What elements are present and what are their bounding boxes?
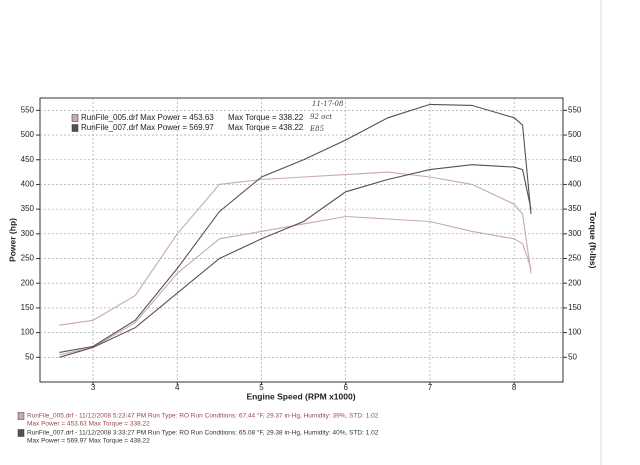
x-tick-label: 6 (343, 383, 348, 392)
y-tick-label: 300 (21, 229, 35, 238)
series-line (59, 103, 532, 353)
x-tick-label: 4 (175, 383, 180, 392)
y-tick-label: 50 (25, 352, 34, 361)
y2-tick-label: 450 (568, 155, 582, 164)
series-line (59, 171, 532, 326)
footer-swatch (17, 429, 25, 437)
y2-tick-label: 350 (568, 204, 582, 213)
x-tick-label: 7 (428, 383, 433, 392)
plot-frame (39, 97, 564, 383)
series-line (59, 164, 532, 358)
legend-torque: Max Torque = 438.22 (228, 123, 304, 132)
y-tick-label: 550 (21, 105, 35, 114)
y2-tick-label: 550 (568, 105, 582, 114)
y2-tick-label: 150 (568, 303, 582, 312)
y2-axis-label: Torque (ft-lbs) (588, 212, 598, 269)
y-tick-label: 350 (21, 204, 35, 213)
x-tick-label: 8 (512, 383, 517, 392)
series-line (59, 215, 532, 356)
legend-swatch (71, 124, 79, 132)
y-tick-label: 250 (21, 254, 35, 263)
y2-tick-label: 300 (568, 229, 582, 238)
y-tick-label: 100 (21, 328, 35, 337)
legend-label: RunFile_005.drf Max Power = 453.63 (81, 113, 214, 122)
y-tick-label: 200 (21, 278, 35, 287)
annotation: 92 oct (310, 113, 332, 121)
legend-label: RunFile_007.drf Max Power = 569.97 (81, 123, 214, 132)
y2-tick-label: 400 (568, 180, 582, 189)
annotation: 11-17-08 (312, 100, 344, 108)
footer-line: Max Power = 569.97 Max Torque = 438.22 (27, 438, 150, 445)
y-axis-label: Power (hp) (7, 218, 17, 262)
legend-swatch (71, 114, 79, 122)
y2-tick-label: 200 (568, 278, 582, 287)
x-tick-label: 5 (259, 383, 264, 392)
y2-tick-label: 250 (568, 254, 582, 263)
y-tick-label: 500 (21, 130, 35, 139)
legend-torque: Max Torque = 338.22 (228, 113, 304, 122)
footer-line: RunFile_005.drf - 11/12/2008 5:23:47 PM … (27, 412, 379, 420)
y-tick-label: 450 (21, 155, 35, 164)
footer-swatch (17, 412, 25, 420)
annotation: E85 (309, 125, 325, 133)
y2-tick-label: 50 (568, 352, 577, 361)
y-tick-label: 400 (21, 180, 35, 189)
y-tick-label: 150 (21, 303, 35, 312)
x-axis-label: Engine Speed (RPM x1000) (246, 391, 355, 401)
y2-tick-label: 100 (568, 328, 582, 337)
y2-tick-label: 500 (568, 130, 582, 139)
footer-line: Max Power = 453.63 Max Torque = 338.22 (27, 421, 150, 428)
x-tick-label: 3 (91, 383, 96, 392)
footer-line: RunFile_007.drf - 11/12/2008 3:33:27 PM … (27, 429, 379, 437)
